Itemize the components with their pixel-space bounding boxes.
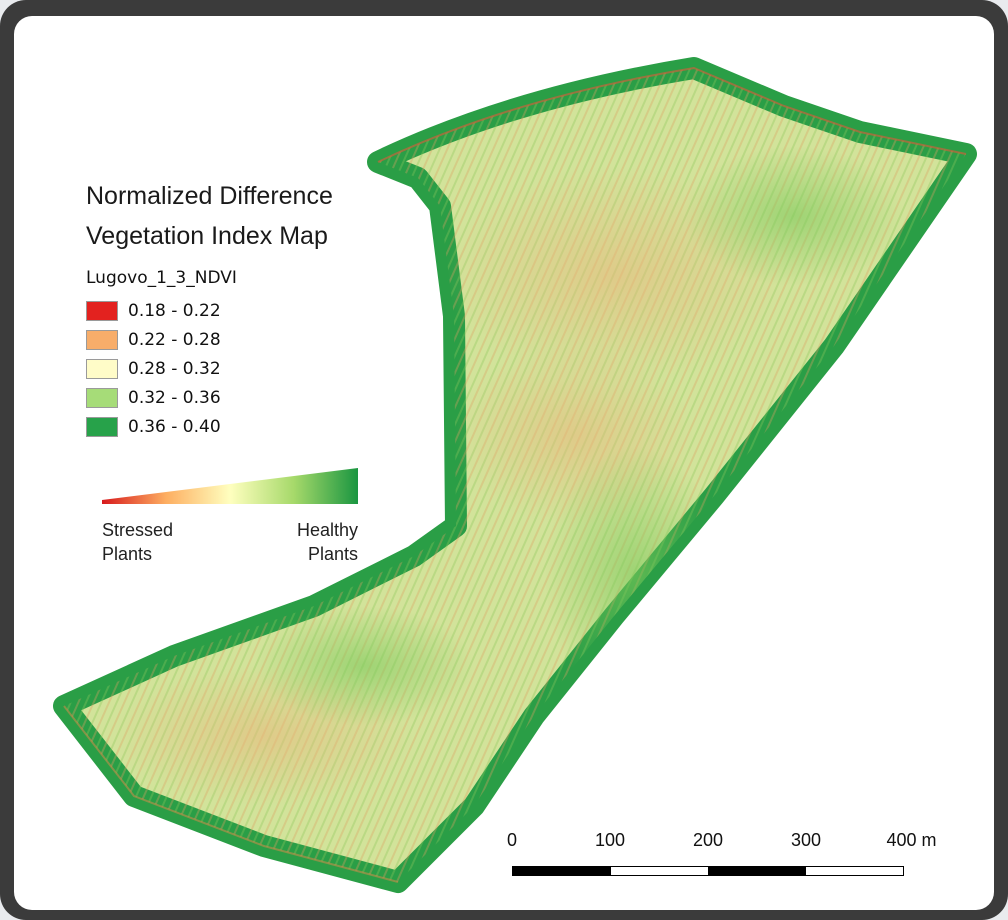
legend-class-label: 0.18 - 0.22 — [128, 300, 221, 321]
scale-tick-label: 400 m — [886, 830, 937, 850]
ndvi-raster — [53, 57, 977, 893]
legend-swatch — [86, 300, 118, 321]
scale-tick-label: 100 — [594, 830, 626, 850]
ramp-wedge — [102, 468, 358, 504]
legend-class-1: 0.18 - 0.22 — [86, 296, 386, 325]
ndvi-color-ramp: Stressed Plants Healthy Plants — [102, 468, 358, 566]
ramp-label-stressed: Stressed Plants — [102, 520, 174, 564]
legend-class-4: 0.32 - 0.36 — [86, 383, 386, 412]
legend-layer-name: Lugovo_1_3_NDVI — [86, 268, 237, 288]
scale-seg-3 — [708, 867, 806, 875]
scale-seg-2 — [610, 867, 708, 875]
legend-class-list: 0.18 - 0.22 0.22 - 0.28 0.28 - 0.32 0.32 - … — [86, 296, 386, 441]
legend-swatch — [86, 387, 118, 408]
scale-tick-label: 300 — [790, 830, 822, 850]
legend-class-label: 0.36 - 0.40 — [128, 416, 221, 437]
scale-tick-label: 0 — [506, 830, 518, 850]
legend-class-2: 0.22 - 0.28 — [86, 325, 386, 354]
field-edge-highlight — [377, 66, 967, 163]
scale-bar: 0 100 200 300 400 m — [507, 830, 937, 876]
legend-swatch — [86, 329, 118, 350]
legend-class-label: 0.28 - 0.32 — [128, 358, 221, 379]
map-layout-page: Normalized Difference Vegetation Index M… — [14, 16, 994, 910]
legend-class-label: 0.32 - 0.36 — [128, 387, 221, 408]
legend-class-3: 0.28 - 0.32 — [86, 354, 386, 383]
scale-tick-label: 200 — [692, 830, 724, 850]
legend-class-5: 0.36 - 0.40 — [86, 412, 386, 441]
legend-swatch — [86, 358, 118, 379]
legend-swatch — [86, 416, 118, 437]
scale-seg-4 — [805, 867, 903, 875]
map-title-line1: Normalized Difference — [86, 182, 333, 210]
field-edge-highlight-west — [63, 705, 399, 883]
map-legend: Normalized Difference Vegetation Index M… — [86, 176, 386, 441]
scale-bar-segments — [512, 866, 904, 876]
map-title-line2: Vegetation Index Map — [86, 222, 328, 250]
scale-seg-1 — [513, 867, 611, 875]
legend-class-label: 0.22 - 0.28 — [128, 329, 221, 350]
ramp-label-healthy: Healthy Plants — [296, 520, 358, 564]
